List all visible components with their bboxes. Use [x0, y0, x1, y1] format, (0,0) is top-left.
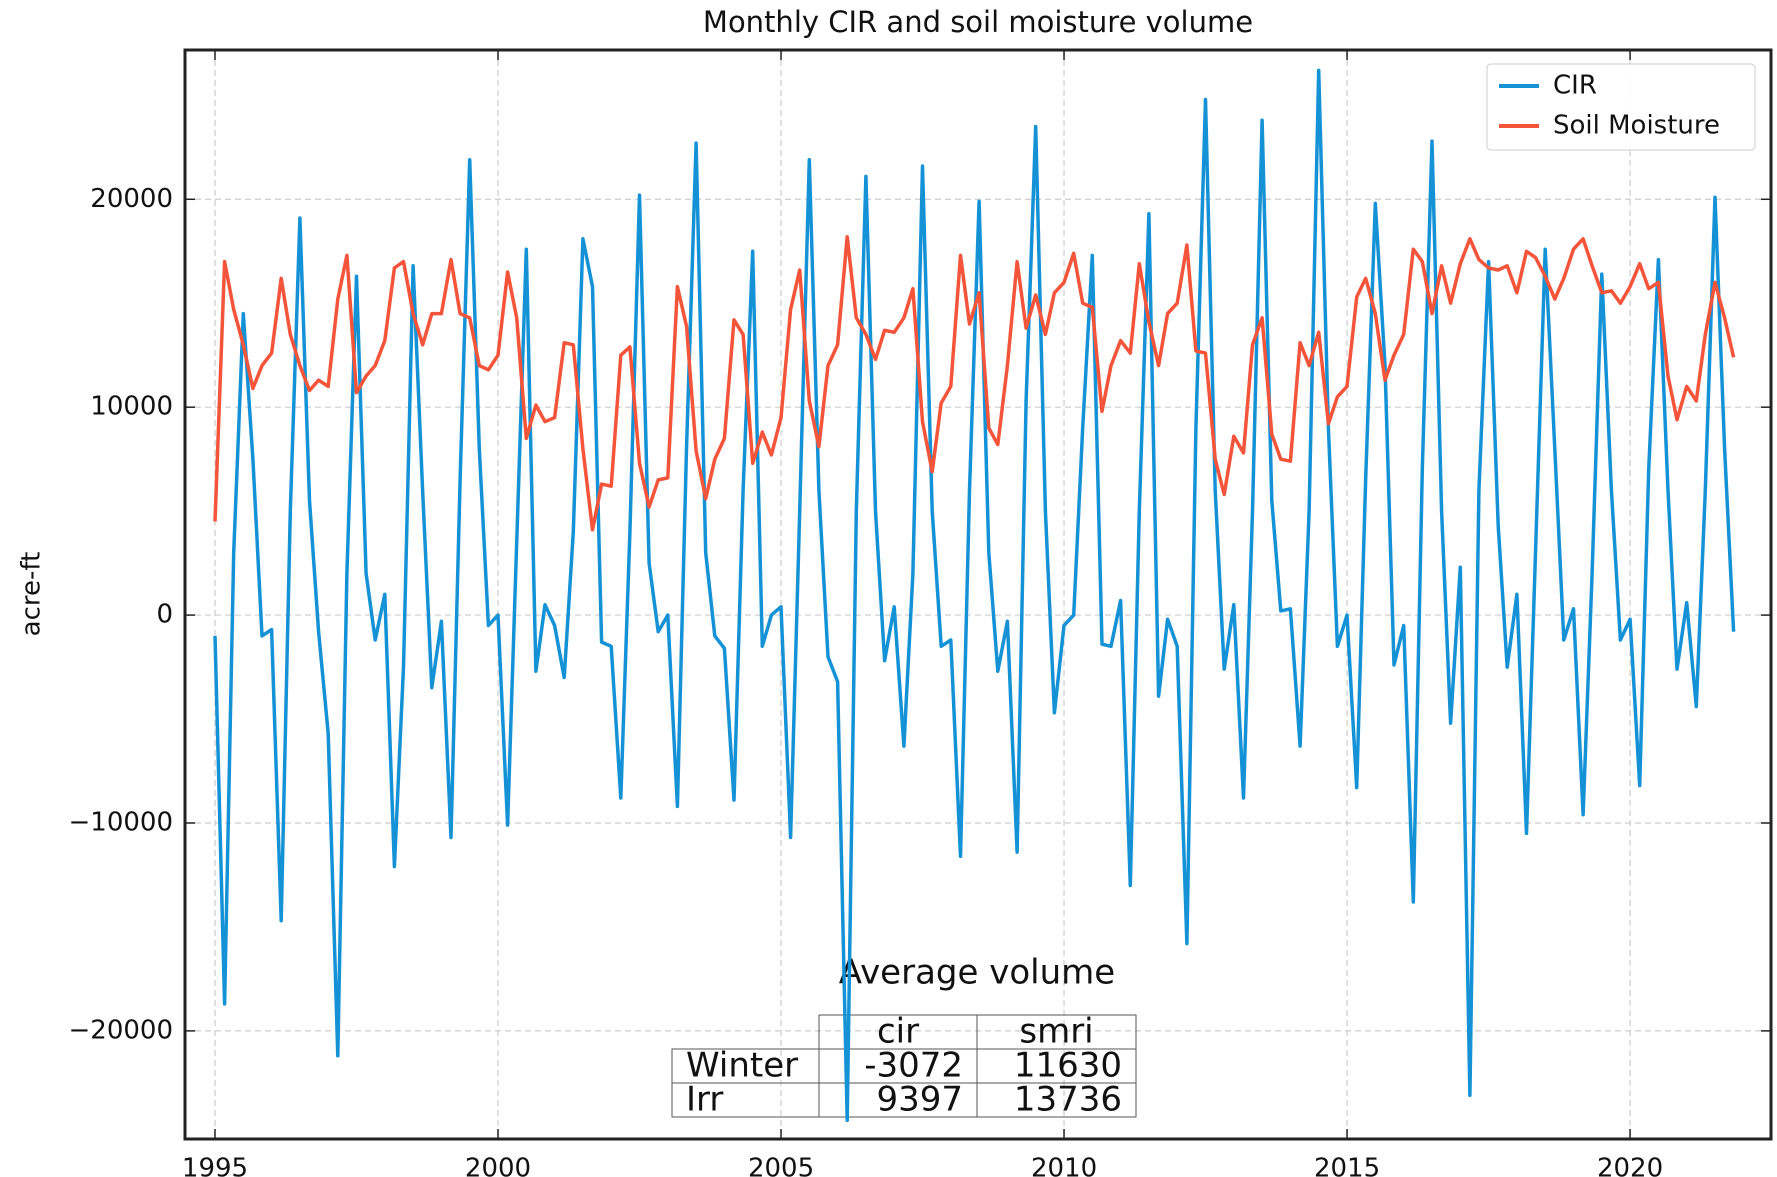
- table-header: smri: [1019, 1012, 1093, 1052]
- x-tick-label: 2010: [1031, 1154, 1097, 1177]
- y-tick-label: 10000: [90, 392, 173, 422]
- table-value: 9397: [876, 1080, 963, 1120]
- y-tick-label: −20000: [69, 1015, 174, 1045]
- x-tick-label: 2005: [748, 1154, 814, 1177]
- x-tick-label: 2020: [1597, 1154, 1663, 1177]
- legend-label: Soil Moisture: [1553, 111, 1720, 141]
- table-value: -3072: [864, 1046, 963, 1086]
- table-title: Average volume: [839, 953, 1115, 993]
- table-cell: [976, 1082, 1137, 1118]
- data-line: [213, 234, 1736, 532]
- table-row-label: Irr: [686, 1080, 723, 1120]
- x-tick-label: 1995: [182, 1154, 248, 1177]
- table-row-label: Winter: [686, 1046, 798, 1086]
- y-tick-label: 20000: [90, 184, 173, 214]
- y-axis-label: acre-ft: [17, 552, 47, 637]
- table-value: 13736: [1014, 1080, 1122, 1120]
- legend-label: CIR: [1553, 71, 1597, 101]
- chart-title: Monthly CIR and soil moisture volume: [703, 5, 1253, 39]
- plot-frame: [183, 48, 1773, 1141]
- x-tick-label: 2000: [465, 1154, 531, 1177]
- y-tick-label: −10000: [69, 807, 174, 837]
- y-tick-label: 0: [156, 600, 173, 630]
- data-line: [213, 68, 1736, 1123]
- table-value: 11630: [1014, 1046, 1122, 1086]
- table-header: cir: [877, 1012, 919, 1052]
- legend-box: [1486, 63, 1756, 151]
- x-tick-label: 2015: [1314, 1154, 1380, 1177]
